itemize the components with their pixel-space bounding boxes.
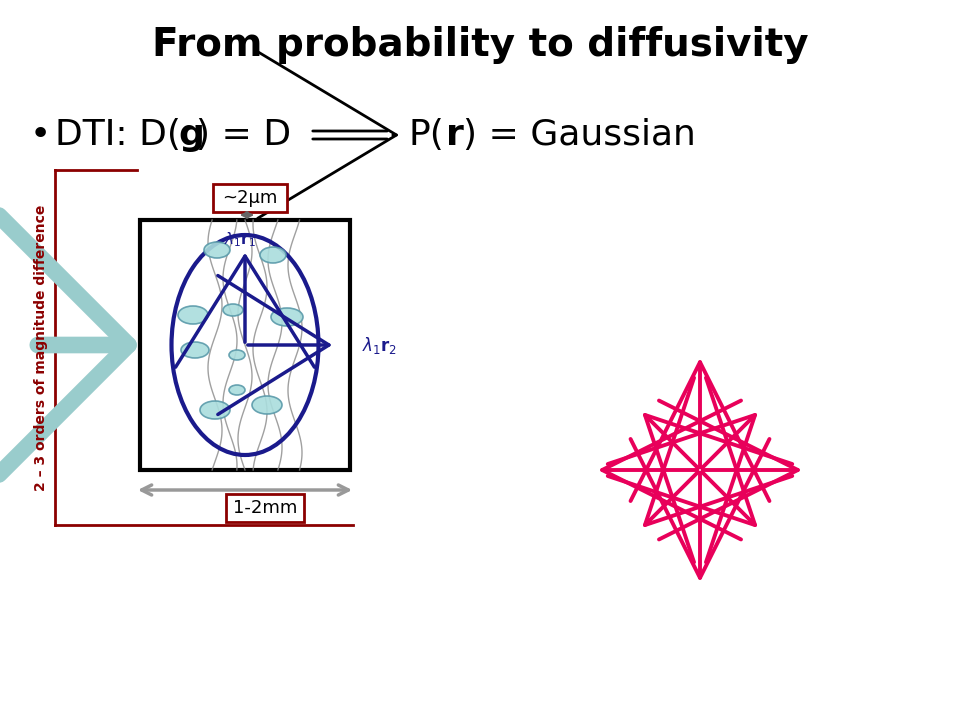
Ellipse shape: [200, 401, 230, 419]
Text: r: r: [446, 118, 464, 152]
Text: From probability to diffusivity: From probability to diffusivity: [152, 26, 808, 64]
Text: $\lambda_1\mathbf{r}_2$: $\lambda_1\mathbf{r}_2$: [362, 335, 397, 356]
Ellipse shape: [260, 247, 286, 263]
Ellipse shape: [204, 242, 230, 258]
Ellipse shape: [229, 385, 245, 395]
FancyBboxPatch shape: [213, 184, 287, 212]
Ellipse shape: [252, 396, 282, 414]
Ellipse shape: [223, 304, 243, 316]
Text: 2 – 3 orders of magnitude difference: 2 – 3 orders of magnitude difference: [34, 204, 48, 491]
Text: ~2μm: ~2μm: [223, 189, 277, 207]
Text: g: g: [178, 118, 204, 152]
Ellipse shape: [178, 306, 208, 324]
Text: DTI: D(: DTI: D(: [55, 118, 181, 152]
Ellipse shape: [229, 350, 245, 360]
Ellipse shape: [181, 342, 209, 358]
Text: P(: P(: [408, 118, 444, 152]
Text: •: •: [30, 118, 51, 152]
Text: 1-2mm: 1-2mm: [233, 499, 298, 517]
Text: $\lambda_1\mathbf{r}_1$: $\lambda_1\mathbf{r}_1$: [224, 230, 256, 248]
Bar: [140, 220, 350, 470]
Ellipse shape: [271, 308, 303, 326]
Text: ) = D: ) = D: [196, 118, 291, 152]
FancyBboxPatch shape: [226, 494, 304, 522]
Text: ) = Gaussian: ) = Gaussian: [463, 118, 696, 152]
